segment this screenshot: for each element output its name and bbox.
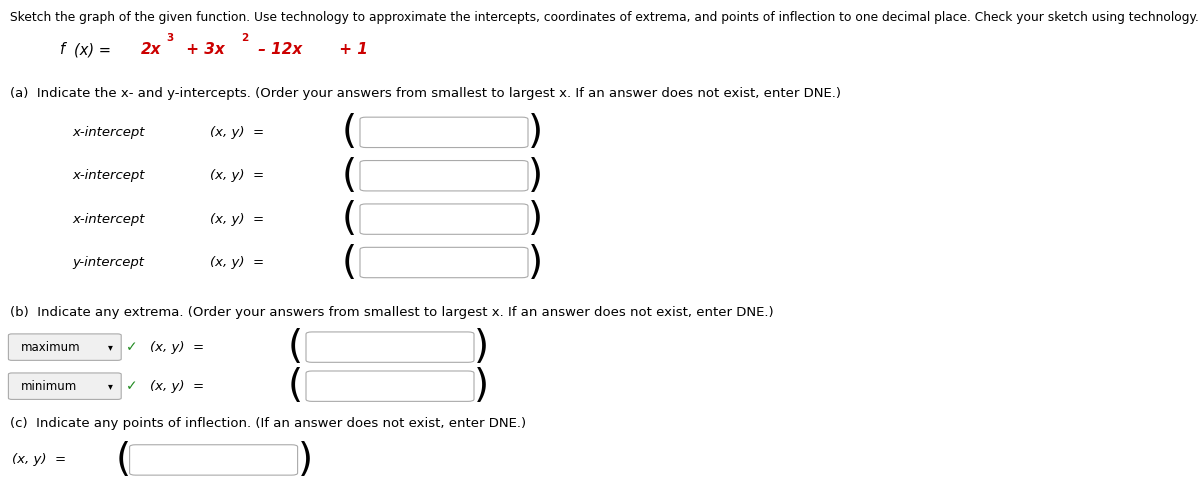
Text: minimum: minimum [20,380,77,393]
Text: Sketch the graph of the given function. Use technology to approximate the interc: Sketch the graph of the given function. … [10,11,1199,24]
Text: x-intercept: x-intercept [72,213,144,226]
FancyBboxPatch shape [360,248,528,278]
Text: ▾: ▾ [108,342,113,352]
Text: (x, y)  =: (x, y) = [12,454,66,467]
Text: ): ) [528,200,544,238]
Text: (: ( [115,441,131,479]
FancyBboxPatch shape [360,161,528,191]
Text: 3: 3 [167,33,174,43]
Text: 2: 2 [241,33,248,43]
Text: (x, y)  =: (x, y) = [210,126,264,139]
Text: – 12x: – 12x [253,42,302,57]
Text: x-intercept: x-intercept [72,126,144,139]
Text: 2x: 2x [140,42,161,57]
Text: ): ) [528,157,544,195]
Text: ): ) [474,367,490,405]
FancyBboxPatch shape [306,371,474,401]
Text: (x, y)  =: (x, y) = [210,169,264,182]
Text: x-intercept: x-intercept [72,169,144,182]
FancyBboxPatch shape [130,445,298,475]
Text: (x, y)  =: (x, y) = [210,213,264,226]
FancyBboxPatch shape [8,373,121,399]
Text: f: f [60,42,65,57]
FancyBboxPatch shape [360,117,528,148]
Text: ): ) [528,113,544,151]
FancyBboxPatch shape [8,334,121,360]
Text: (a)  Indicate the x- and y-intercepts. (Order your answers from smallest to larg: (a) Indicate the x- and y-intercepts. (O… [10,87,840,100]
Text: (: ( [342,200,358,238]
Text: (: ( [342,244,358,281]
Text: ✓: ✓ [126,340,138,354]
Text: (x, y)  =: (x, y) = [210,256,264,269]
Text: (x, y)  =: (x, y) = [150,341,204,354]
Text: + 1: + 1 [334,42,367,57]
Text: (x) =: (x) = [74,42,116,57]
Text: ▾: ▾ [108,381,113,391]
Text: ): ) [474,328,490,366]
FancyBboxPatch shape [360,204,528,235]
Text: (: ( [288,367,304,405]
Text: (: ( [342,157,358,195]
Text: ): ) [528,244,544,281]
Text: ): ) [298,441,313,479]
Text: (: ( [288,328,304,366]
Text: y-intercept: y-intercept [72,256,144,269]
Text: (x, y)  =: (x, y) = [150,380,204,393]
Text: (: ( [342,113,358,151]
FancyBboxPatch shape [306,332,474,362]
Text: (b)  Indicate any extrema. (Order your answers from smallest to largest x. If an: (b) Indicate any extrema. (Order your an… [10,306,773,319]
Text: (c)  Indicate any points of inflection. (If an answer does not exist, enter DNE.: (c) Indicate any points of inflection. (… [10,417,526,430]
Text: ✓: ✓ [126,379,138,393]
Text: maximum: maximum [20,341,80,354]
Text: + 3x: + 3x [181,42,224,57]
